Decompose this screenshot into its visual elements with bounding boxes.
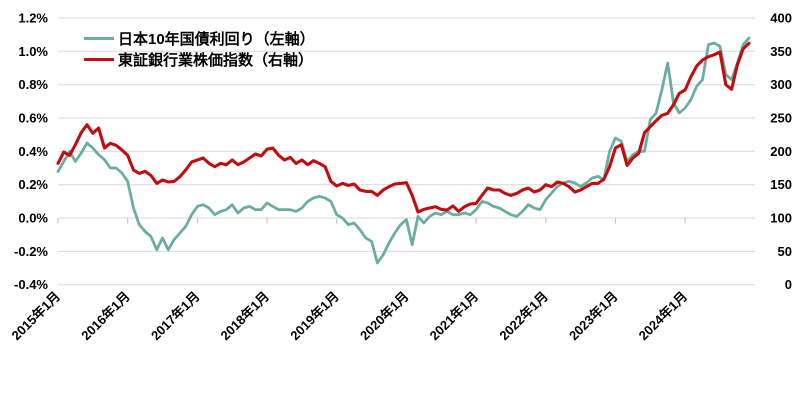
left-axis-tick-label: -0.2% bbox=[14, 244, 48, 259]
series-line-jgb-yield bbox=[56, 36, 751, 265]
x-axis-tick-label: 2022年1月 bbox=[496, 289, 551, 344]
right-axis-tick-label: 0 bbox=[785, 277, 792, 292]
x-axis-tick-label: 2023年1月 bbox=[566, 289, 621, 344]
x-axis-tick-label: 2018年1月 bbox=[218, 289, 273, 344]
right-axis-tick-label: 300 bbox=[770, 77, 792, 92]
legend-label-jgb-yield: 日本10年国債利回り（左軸） bbox=[118, 31, 315, 48]
right-axis-tick-label: 350 bbox=[770, 44, 792, 59]
x-axis-tick-label: 2021年1月 bbox=[427, 289, 482, 344]
left-axis-tick-label: 0.2% bbox=[18, 177, 48, 192]
series-line-bank-index bbox=[56, 41, 751, 214]
legend-line-swatch-teal bbox=[84, 37, 114, 40]
right-axis-tick-label: 250 bbox=[770, 111, 792, 126]
right-axis-tick-label: 200 bbox=[770, 144, 792, 159]
left-axis-tick-label: -0.4% bbox=[14, 277, 48, 292]
right-axis-tick-label: 400 bbox=[770, 11, 792, 26]
left-axis-tick-label: 1.0% bbox=[18, 44, 48, 59]
legend-line-swatch-red bbox=[84, 58, 114, 61]
legend-label-bank-index: 東証銀行業株価指数（右軸） bbox=[118, 52, 314, 69]
x-axis-tick-label: 2020年1月 bbox=[357, 289, 412, 344]
right-axis-tick-label: 100 bbox=[770, 211, 792, 226]
x-axis-tick-label: 2024年1月 bbox=[636, 289, 691, 344]
left-axis-tick-label: 0.8% bbox=[18, 77, 48, 92]
x-axis-tick-label: 2017年1月 bbox=[148, 289, 203, 344]
left-axis-tick-label: 0.6% bbox=[18, 111, 48, 126]
x-axis-tick-label: 2019年1月 bbox=[287, 289, 342, 344]
left-axis-tick-label: 0.4% bbox=[18, 144, 48, 159]
left-axis-tick-label: 1.2% bbox=[18, 11, 48, 26]
x-axis-tick-label: 2016年1月 bbox=[78, 289, 133, 344]
legend-item-jgb-yield: 日本10年国債利回り（左軸） bbox=[84, 28, 315, 49]
right-axis-tick-label: 150 bbox=[770, 177, 792, 192]
x-axis-tick-label: 2015年1月 bbox=[9, 289, 64, 344]
right-axis-tick-label: 50 bbox=[778, 244, 792, 259]
legend-item-bank-index: 東証銀行業株価指数（右軸） bbox=[84, 49, 315, 70]
legend: 日本10年国債利回り（左軸） 東証銀行業株価指数（右軸） bbox=[84, 28, 315, 70]
left-axis-tick-label: 0.0% bbox=[18, 211, 48, 226]
